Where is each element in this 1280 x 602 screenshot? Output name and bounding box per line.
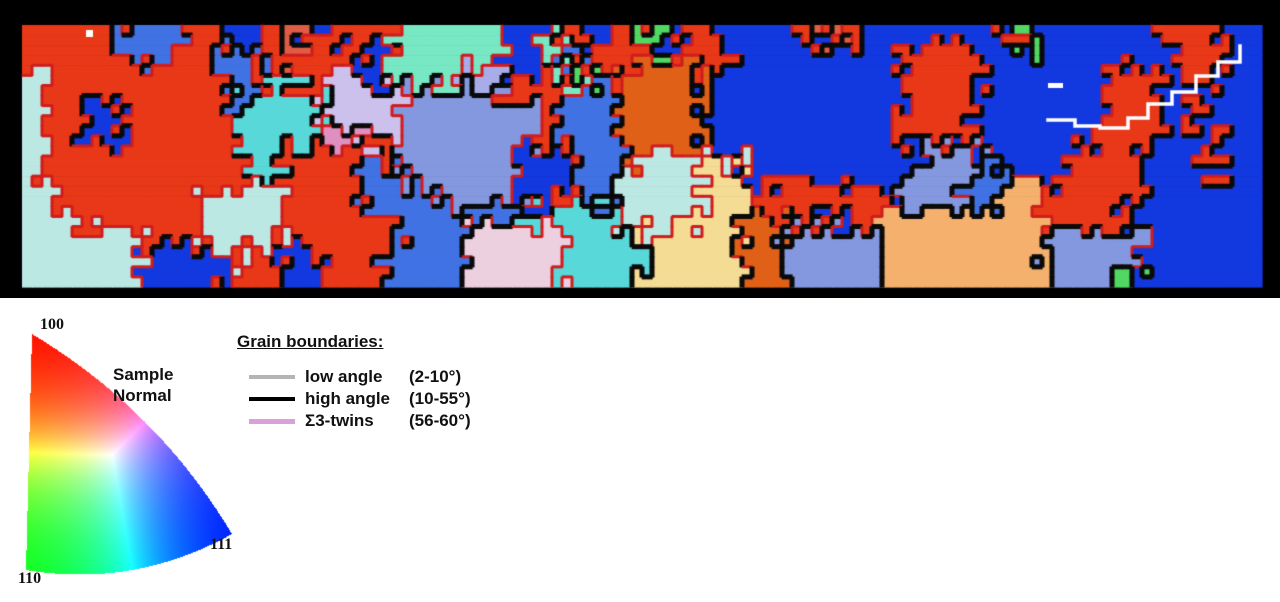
high-angle-line-swatch	[249, 397, 295, 401]
high-angle-label: high angle	[305, 389, 390, 408]
legend-item-sigma3-twins: Σ3-twins (56-60°)	[237, 410, 471, 432]
sigma3-twins-range: (56-60°)	[409, 411, 471, 430]
legend-item-low-angle: low angle (2-10°)	[237, 366, 471, 388]
map-panel	[0, 0, 1280, 298]
low-angle-range: (2-10°)	[409, 367, 462, 386]
grain-orientation-map	[0, 0, 1280, 298]
low-angle-label: low angle	[305, 367, 383, 386]
ipf-legend-block: 100 110 111 Sample Normal	[18, 316, 280, 602]
low-angle-line-swatch	[249, 375, 295, 379]
ipf-color-triangle	[20, 330, 245, 582]
high-angle-range: (10-55°)	[409, 389, 471, 408]
sample-normal-caption: Sample Normal	[113, 365, 174, 405]
sigma3-twins-line-swatch	[249, 418, 295, 424]
ipf-label-100: 100	[40, 316, 64, 333]
ipf-label-111: 111	[210, 536, 233, 553]
legend-item-high-angle: high angle (10-55°)	[237, 388, 471, 410]
sigma3-twins-label: Σ3-twins	[305, 411, 374, 430]
grain-boundaries-legend: Grain boundaries: low angle (2-10°) high…	[237, 332, 471, 432]
ipf-label-110: 110	[18, 570, 42, 587]
grain-boundaries-heading: Grain boundaries:	[237, 332, 384, 351]
